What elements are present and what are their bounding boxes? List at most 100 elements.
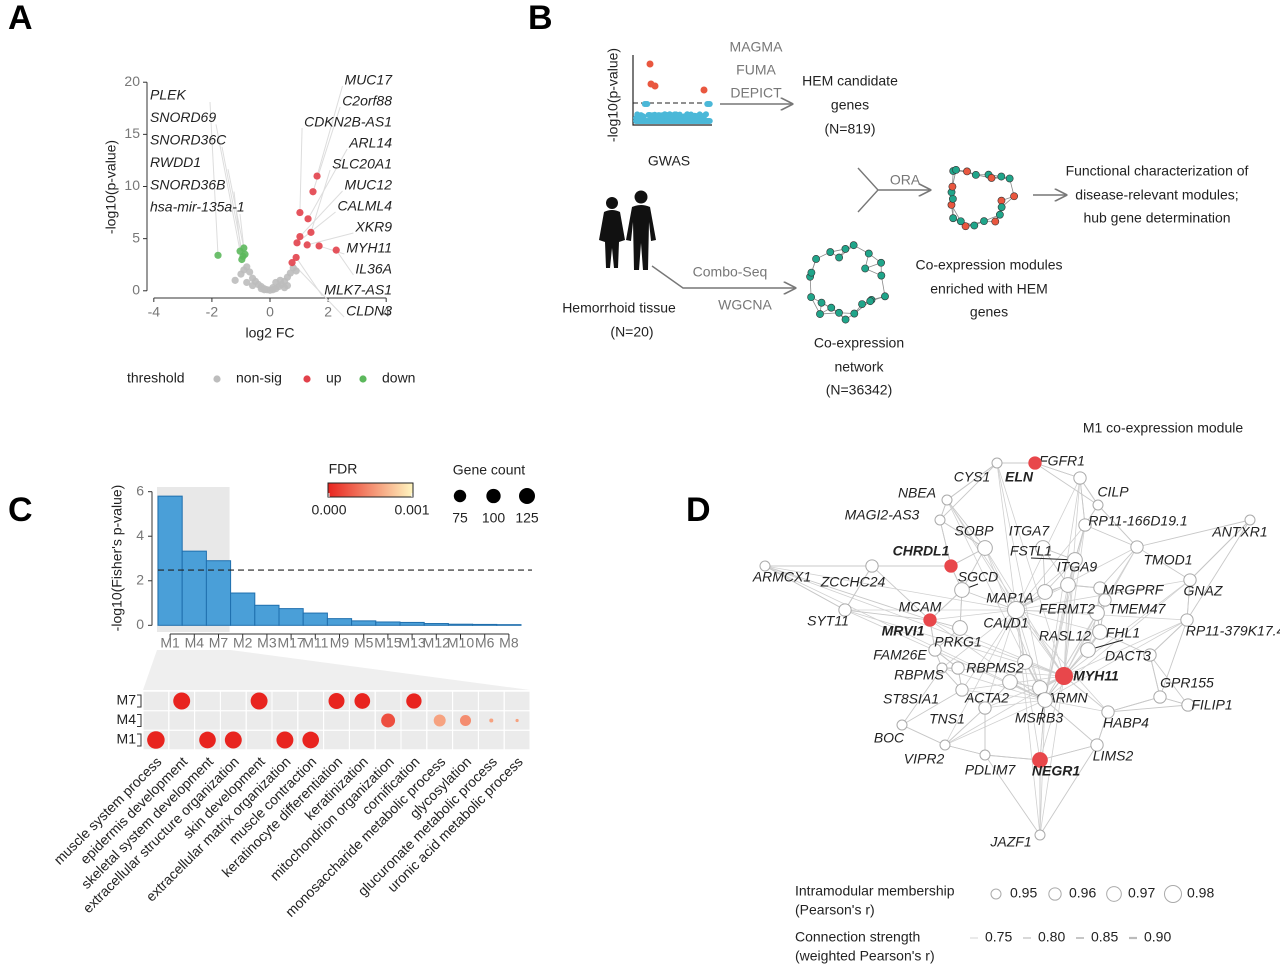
gene-label: RP11-166D19.1 xyxy=(1088,513,1187,529)
bar xyxy=(375,621,401,626)
x-tick-label: -2 xyxy=(206,304,219,320)
gene-label: SNORD36B xyxy=(150,176,225,192)
gene-node xyxy=(1078,518,1092,532)
network-icon xyxy=(806,241,889,324)
gene-label: TNS1 xyxy=(929,711,965,727)
gene-label: SYT11 xyxy=(807,613,849,629)
legend-swatch xyxy=(213,375,221,383)
gene-label: ARL14 xyxy=(348,135,392,151)
gene-label: GPR155 xyxy=(1160,675,1214,691)
network-title: M1 co-expression module xyxy=(1083,420,1244,436)
network-label: network xyxy=(834,359,884,375)
gene-node xyxy=(1055,667,1073,685)
network-label: (N=36342) xyxy=(826,382,893,398)
edge xyxy=(946,499,1065,677)
size-key xyxy=(518,487,536,505)
edge xyxy=(1099,546,1138,589)
icon-node xyxy=(997,172,1006,181)
leader-line xyxy=(296,211,336,244)
legend-title: threshold xyxy=(127,370,185,386)
gene-label: ACTA2 xyxy=(964,690,1009,706)
gene-label: CILP xyxy=(1097,484,1129,500)
leader-line xyxy=(335,249,354,276)
gwas-axis-label: -log10(p-value) xyxy=(605,48,621,142)
edge xyxy=(1063,584,1069,677)
edge xyxy=(1044,584,1069,701)
size-key xyxy=(486,488,501,504)
gwas-label: GWAS xyxy=(648,153,690,169)
x-tick-label: M17 xyxy=(277,635,304,651)
point xyxy=(293,239,301,247)
edge xyxy=(1015,609,1041,836)
edge xyxy=(1015,546,1138,611)
icon-node xyxy=(881,292,889,301)
x-tick-label: 0 xyxy=(266,304,274,320)
gene-label: ARMCX1 xyxy=(752,569,811,585)
point xyxy=(292,253,300,262)
edge xyxy=(944,609,1017,746)
edge xyxy=(944,707,986,746)
gene-node xyxy=(759,560,771,572)
edge xyxy=(941,609,1017,669)
gene-node xyxy=(977,540,993,556)
gene-label: VIPR2 xyxy=(904,751,945,767)
edge xyxy=(939,519,952,567)
gene-label: CLDN3 xyxy=(346,303,392,319)
modules-label: Co-expression modules xyxy=(915,257,1062,273)
icon-node xyxy=(835,253,844,262)
gene-label: SNORD69 xyxy=(150,109,216,125)
edge xyxy=(1186,579,1191,621)
gene-node xyxy=(1037,584,1053,600)
color-bar xyxy=(327,482,414,498)
icon-node xyxy=(970,221,979,230)
gene-node xyxy=(1183,573,1197,587)
icon-node xyxy=(963,167,971,176)
outcome: hub gene determination xyxy=(1083,210,1230,226)
edge xyxy=(871,565,931,621)
gene-node xyxy=(896,719,908,731)
bar xyxy=(205,560,232,626)
gwas-point xyxy=(703,111,709,118)
gene-label: TMOD1 xyxy=(1144,552,1193,568)
gene-label: SLC20A1 xyxy=(332,156,392,172)
gene-label: SNORD36C xyxy=(150,132,227,148)
edge xyxy=(1149,654,1189,706)
gene-label: MAGI2-AS3 xyxy=(845,507,920,523)
point xyxy=(315,242,323,250)
edge xyxy=(1044,612,1098,701)
gene-label: ITGA9 xyxy=(1057,559,1098,575)
icon-node xyxy=(812,255,820,263)
x-tick-label: M2 xyxy=(233,635,253,651)
edge xyxy=(946,462,998,501)
x-tick-label: -4 xyxy=(148,304,161,320)
icon-node xyxy=(826,248,835,256)
gene-label: LIMS2 xyxy=(1093,748,1134,764)
edge xyxy=(1097,504,1138,548)
leader-line xyxy=(291,262,345,318)
gene-label: CALML4 xyxy=(338,198,393,214)
dot xyxy=(328,692,345,710)
gene-label: FERMT2 xyxy=(1039,601,1095,617)
edge xyxy=(901,689,963,726)
gene-label: RBPMS xyxy=(894,667,944,683)
edge xyxy=(1015,609,1041,761)
edge xyxy=(1063,612,1098,677)
gene-node xyxy=(1244,514,1256,526)
dot-cell xyxy=(503,729,531,751)
gene-label: RBPMS2 xyxy=(966,660,1024,676)
gene-label: PDLIM7 xyxy=(965,762,1017,778)
zoom-region xyxy=(143,650,530,690)
gene-label: SGCD xyxy=(958,569,998,585)
dot xyxy=(489,718,494,723)
edge xyxy=(1044,699,1098,746)
gene-label: RP11-379K17.4 xyxy=(1186,623,1280,639)
icon-node xyxy=(961,222,970,231)
gene-node xyxy=(1130,540,1144,554)
edge xyxy=(996,462,1065,677)
gene-node xyxy=(991,457,1003,469)
dot xyxy=(381,713,396,728)
edge xyxy=(996,462,1046,701)
edge xyxy=(1039,675,1065,761)
gwas-hit xyxy=(646,60,654,68)
icon-node xyxy=(956,217,965,226)
